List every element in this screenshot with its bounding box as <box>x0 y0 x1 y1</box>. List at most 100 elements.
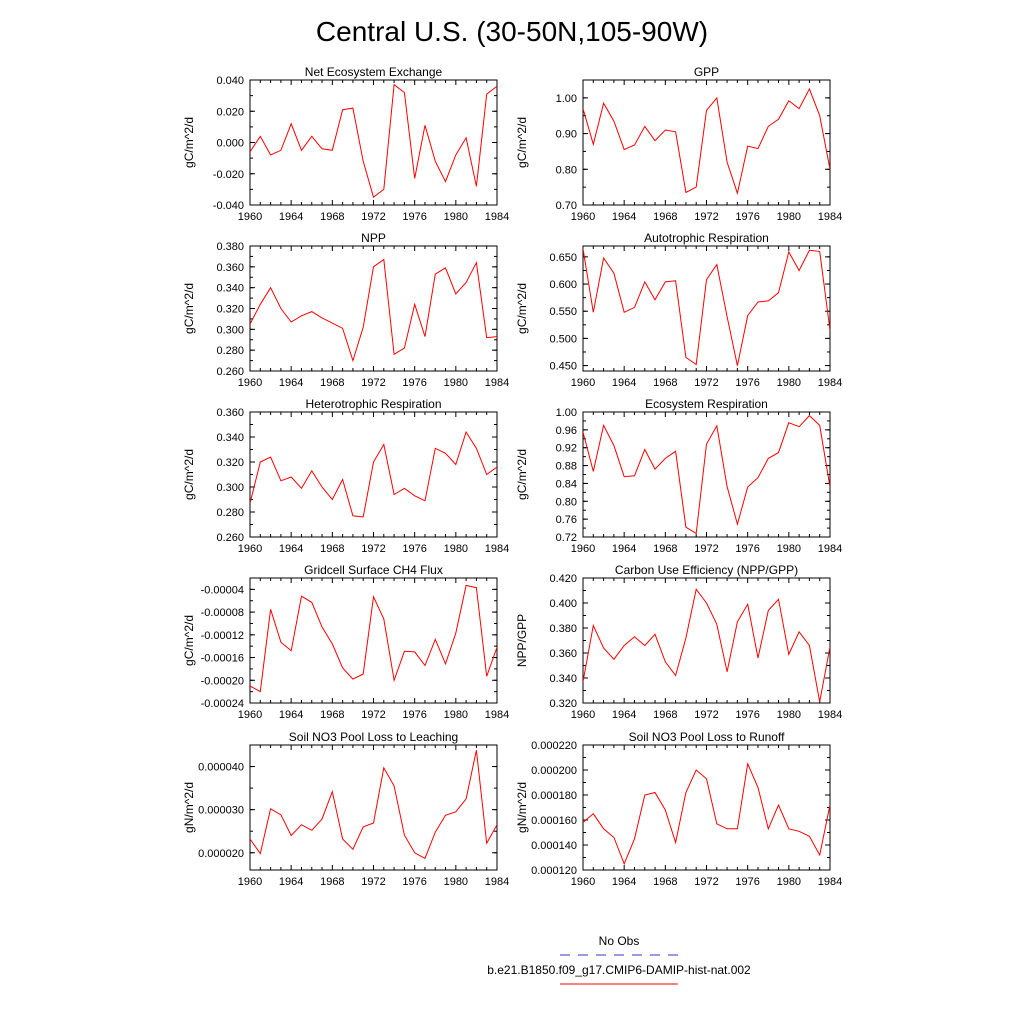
x-tick-label: 1984 <box>818 211 842 223</box>
x-tick-label: 1984 <box>818 377 842 389</box>
y-tick-label: 0.000030 <box>198 805 244 817</box>
chart-panel-gridcell-surface-ch4-flux: Gridcell Surface CH4 Flux gC/m^2/d 1960 196… <box>182 563 509 721</box>
y-tick-label: 0.70 <box>556 200 577 212</box>
y-tick-label: 0.92 <box>556 443 577 455</box>
y-tick-label: 0.000160 <box>531 815 577 827</box>
series-line <box>250 750 497 860</box>
y-tick-label: 0.340 <box>216 283 244 295</box>
x-tick-label: 1968 <box>653 543 677 555</box>
x-tick-label: 1964 <box>612 543 636 555</box>
x-tick-label: 1980 <box>777 377 801 389</box>
panel-title: Autotrophic Respiration <box>644 231 769 245</box>
series-line <box>583 588 830 702</box>
plot-frame <box>582 577 831 704</box>
y-tick-label: -0.00020 <box>201 675 244 687</box>
x-tick-label: 1960 <box>571 876 595 888</box>
x-tick-label: 1976 <box>402 543 426 555</box>
y-tick-label: 0.300 <box>216 324 244 336</box>
x-tick-label: 1984 <box>818 709 842 721</box>
y-tick-label: 0.360 <box>549 648 577 660</box>
chart-panel-gpp: GPP gC/m^2/d 1960 1964 1968 1972 1976 1980 1984 0… <box>515 65 842 223</box>
y-tick-label: 0.550 <box>549 306 577 318</box>
chart-panel-heterotrophic-respiration: Heterotrophic Respiration gC/m^2/d 1960 196… <box>182 397 509 555</box>
y-axis-label: gC/m^2/d <box>515 283 529 334</box>
y-tick-label: 0.380 <box>216 241 244 253</box>
y-tick-label: -0.00012 <box>201 630 244 642</box>
y-tick-label: 0.380 <box>549 623 577 635</box>
y-tick-label: 0.500 <box>549 333 577 345</box>
x-tick-label: 1964 <box>612 709 636 721</box>
y-tick-label: 0.300 <box>216 482 244 494</box>
plot-frame <box>582 744 831 871</box>
plot-frame <box>249 411 498 538</box>
panel-title: Heterotrophic Respiration <box>305 397 441 411</box>
y-tick-label: -0.00024 <box>201 698 244 710</box>
y-axis-label: gN/m^2/d <box>182 782 196 833</box>
y-tick-label: 0.600 <box>549 279 577 291</box>
y-tick-label: -0.020 <box>213 169 244 181</box>
x-tick-label: 1964 <box>612 876 636 888</box>
x-tick-label: 1976 <box>735 377 759 389</box>
x-tick-label: 1976 <box>735 211 759 223</box>
series-line <box>583 414 830 535</box>
panel-title: Gridcell Surface CH4 Flux <box>304 563 443 577</box>
panel-title: Net Ecosystem Exchange <box>305 65 443 79</box>
x-tick-label: 1980 <box>777 211 801 223</box>
x-tick-label: 1984 <box>485 709 509 721</box>
x-tick-label: 1960 <box>571 377 595 389</box>
y-tick-label: 0.360 <box>216 407 244 419</box>
series-line <box>250 584 497 693</box>
x-tick-label: 1980 <box>444 543 468 555</box>
x-tick-label: 1984 <box>485 377 509 389</box>
x-tick-label: 1964 <box>279 211 303 223</box>
legend: No Obs b.e21.B1850.f09_g17.CMIP6-DAMIP-h… <box>487 934 751 985</box>
y-tick-label: 0.320 <box>216 304 244 316</box>
x-tick-label: 1972 <box>694 876 718 888</box>
y-tick-label: 0.400 <box>549 598 577 610</box>
x-tick-label: 1964 <box>279 377 303 389</box>
chart-panel-npp: NPP gC/m^2/d 1960 1964 1968 1972 1976 1980 1984 0… <box>182 231 509 389</box>
plot-frame <box>582 79 831 206</box>
y-tick-label: 0.260 <box>216 366 244 378</box>
panel-title: Soil NO3 Pool Loss to Leaching <box>289 730 458 744</box>
x-tick-label: 1968 <box>320 876 344 888</box>
legend-model-label: b.e21.B1850.f09_g17.CMIP6-DAMIP-hist-nat… <box>487 963 751 977</box>
x-tick-label: 1964 <box>279 709 303 721</box>
x-tick-label: 1976 <box>735 876 759 888</box>
x-tick-label: 1968 <box>320 377 344 389</box>
y-tick-label: 1.00 <box>556 93 577 105</box>
chart-panel-carbon-use-efficiency-npp-gpp: Carbon Use Efficiency (NPP/GPP) NPP/GPP 19… <box>515 563 842 721</box>
chart-panel-autotrophic-respiration: Autotrophic Respiration gC/m^2/d 1960 1964 1… <box>515 231 842 389</box>
x-tick-label: 1984 <box>485 876 509 888</box>
x-tick-label: 1984 <box>818 543 842 555</box>
x-tick-label: 1972 <box>361 709 385 721</box>
y-tick-label: 0.72 <box>556 532 577 544</box>
x-tick-label: 1964 <box>612 377 636 389</box>
x-tick-label: 1964 <box>279 543 303 555</box>
y-tick-label: 0.88 <box>556 461 577 473</box>
x-tick-label: 1984 <box>485 211 509 223</box>
x-tick-label: 1960 <box>238 709 262 721</box>
x-tick-label: 1960 <box>238 876 262 888</box>
y-axis-label: gC/m^2/d <box>515 117 529 168</box>
x-tick-label: 1964 <box>612 211 636 223</box>
y-tick-label: 0.76 <box>556 514 577 526</box>
x-tick-label: 1968 <box>653 876 677 888</box>
y-tick-label: 0.260 <box>216 532 244 544</box>
x-tick-label: 1980 <box>777 543 801 555</box>
y-axis-label: gC/m^2/d <box>182 449 196 500</box>
series-line <box>250 258 497 363</box>
x-tick-label: 1960 <box>571 709 595 721</box>
y-axis-label: NPP/GPP <box>515 614 529 667</box>
x-tick-label: 1972 <box>361 377 385 389</box>
x-tick-label: 1980 <box>444 709 468 721</box>
x-tick-label: 1972 <box>694 709 718 721</box>
plot-frame <box>582 411 831 538</box>
x-tick-label: 1972 <box>361 876 385 888</box>
y-tick-label: 0.90 <box>556 129 577 141</box>
x-tick-label: 1968 <box>653 377 677 389</box>
x-tick-label: 1976 <box>402 709 426 721</box>
plot-frame <box>582 245 831 372</box>
panel-title: GPP <box>694 65 719 79</box>
x-tick-label: 1980 <box>444 377 468 389</box>
